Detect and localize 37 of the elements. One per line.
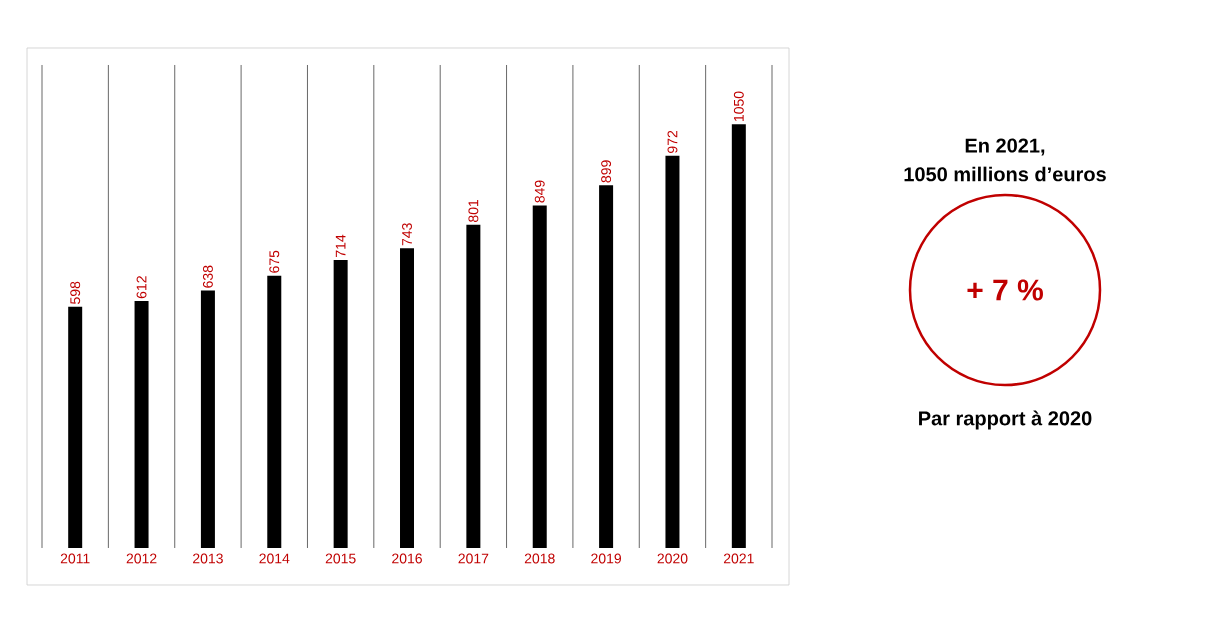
data-label: 638 xyxy=(202,265,213,288)
x-tick-label: 2015 xyxy=(325,553,356,564)
bar xyxy=(665,155,680,548)
x-tick-label: 2019 xyxy=(591,553,621,564)
bar xyxy=(200,290,215,548)
data-label: 612 xyxy=(136,276,147,299)
bar xyxy=(68,306,83,548)
data-label: 675 xyxy=(269,250,280,273)
data-label: 598 xyxy=(70,281,81,304)
x-tick-label: 2014 xyxy=(259,553,290,564)
data-label: 714 xyxy=(335,234,346,257)
bar xyxy=(333,259,348,548)
x-tick-label: 2013 xyxy=(193,553,223,564)
bar xyxy=(267,275,282,548)
bar xyxy=(134,301,149,548)
text: En 2021, xyxy=(965,138,1045,156)
data-label: 743 xyxy=(402,223,412,246)
bar xyxy=(731,124,746,548)
data-label: 1050 xyxy=(733,91,744,122)
x-tick-label: 2020 xyxy=(657,553,688,564)
data-label: 849 xyxy=(534,180,545,203)
x-tick-label: 2012 xyxy=(126,553,157,564)
x-tick-label: 2016 xyxy=(392,553,422,564)
data-label: 899 xyxy=(601,160,612,183)
data-label: 972 xyxy=(667,130,678,153)
bar xyxy=(466,224,481,548)
x-tick-label: 2011 xyxy=(60,553,90,564)
x-tick-label: 2017 xyxy=(458,553,489,564)
data-label: 801 xyxy=(468,199,479,222)
bar xyxy=(400,248,415,548)
bar xyxy=(599,185,614,548)
text: + 7 % xyxy=(967,279,1043,301)
text: Par rapport à 2020 xyxy=(919,410,1092,430)
bar xyxy=(532,205,547,548)
x-tick-label: 2018 xyxy=(524,553,555,564)
text: 1050 millions d’euros xyxy=(904,166,1106,182)
x-tick-label: 2021 xyxy=(723,553,754,564)
